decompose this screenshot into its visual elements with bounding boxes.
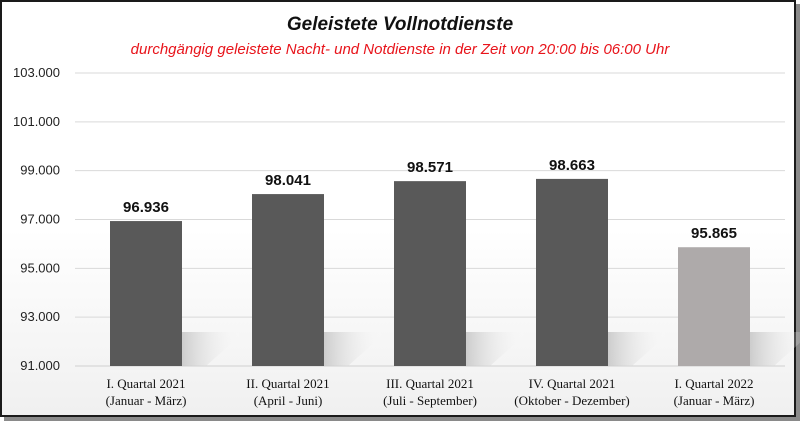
data-labels: 96.936 98.041 98.571 98.663 95.865 bbox=[123, 157, 737, 242]
x-tick-label: III. Quartal 2021 bbox=[386, 376, 474, 391]
y-axis: 91.000 93.000 95.000 97.000 99.000 101.000 103… bbox=[13, 65, 60, 373]
x-tick-label: IV. Quartal 2021 bbox=[529, 376, 616, 391]
x-tick-sublabel: (Januar - März) bbox=[106, 393, 187, 408]
y-tick-label: 99.000 bbox=[20, 163, 60, 178]
data-label: 98.663 bbox=[549, 157, 595, 174]
data-label: 98.571 bbox=[407, 159, 453, 176]
x-tick-label: I. Quartal 2021 bbox=[106, 376, 185, 391]
data-label: 96.936 bbox=[123, 199, 169, 216]
x-tick-sublabel: (Januar - März) bbox=[674, 393, 755, 408]
bar-shadow bbox=[466, 332, 528, 366]
x-tick-label: II. Quartal 2021 bbox=[246, 376, 329, 391]
bar bbox=[110, 221, 182, 366]
x-tick-sublabel: (Juli - September) bbox=[383, 393, 477, 408]
chart-subtitle: durchgängig geleistete Nacht- und Notdie… bbox=[131, 41, 671, 58]
bar-shadows bbox=[182, 332, 800, 366]
x-tick-sublabel: (April - Juni) bbox=[254, 393, 323, 408]
bar bbox=[394, 181, 466, 366]
bar-shadow bbox=[182, 332, 244, 366]
bar-shadow bbox=[324, 332, 386, 366]
bar bbox=[678, 247, 750, 366]
bar-shadow bbox=[750, 332, 800, 366]
y-tick-label: 91.000 bbox=[20, 358, 60, 373]
bar bbox=[252, 194, 324, 366]
x-tick-sublabel: (Oktober - Dezember) bbox=[514, 393, 630, 408]
y-tick-label: 97.000 bbox=[20, 212, 60, 227]
chart-title: Geleistete Vollnotdienste bbox=[287, 14, 514, 35]
bar-shadow bbox=[608, 332, 670, 366]
bar bbox=[536, 178, 608, 366]
y-tick-label: 93.000 bbox=[20, 309, 60, 324]
y-tick-label: 95.000 bbox=[20, 260, 60, 275]
y-tick-label: 101.000 bbox=[13, 114, 60, 129]
data-label: 95.865 bbox=[691, 225, 737, 242]
y-tick-label: 103.000 bbox=[13, 65, 60, 80]
bars bbox=[110, 178, 750, 366]
x-tick-label: I. Quartal 2022 bbox=[674, 376, 753, 391]
x-axis: I. Quartal 2021 (Januar - März) II. Quarta… bbox=[106, 376, 755, 408]
data-label: 98.041 bbox=[265, 172, 311, 189]
